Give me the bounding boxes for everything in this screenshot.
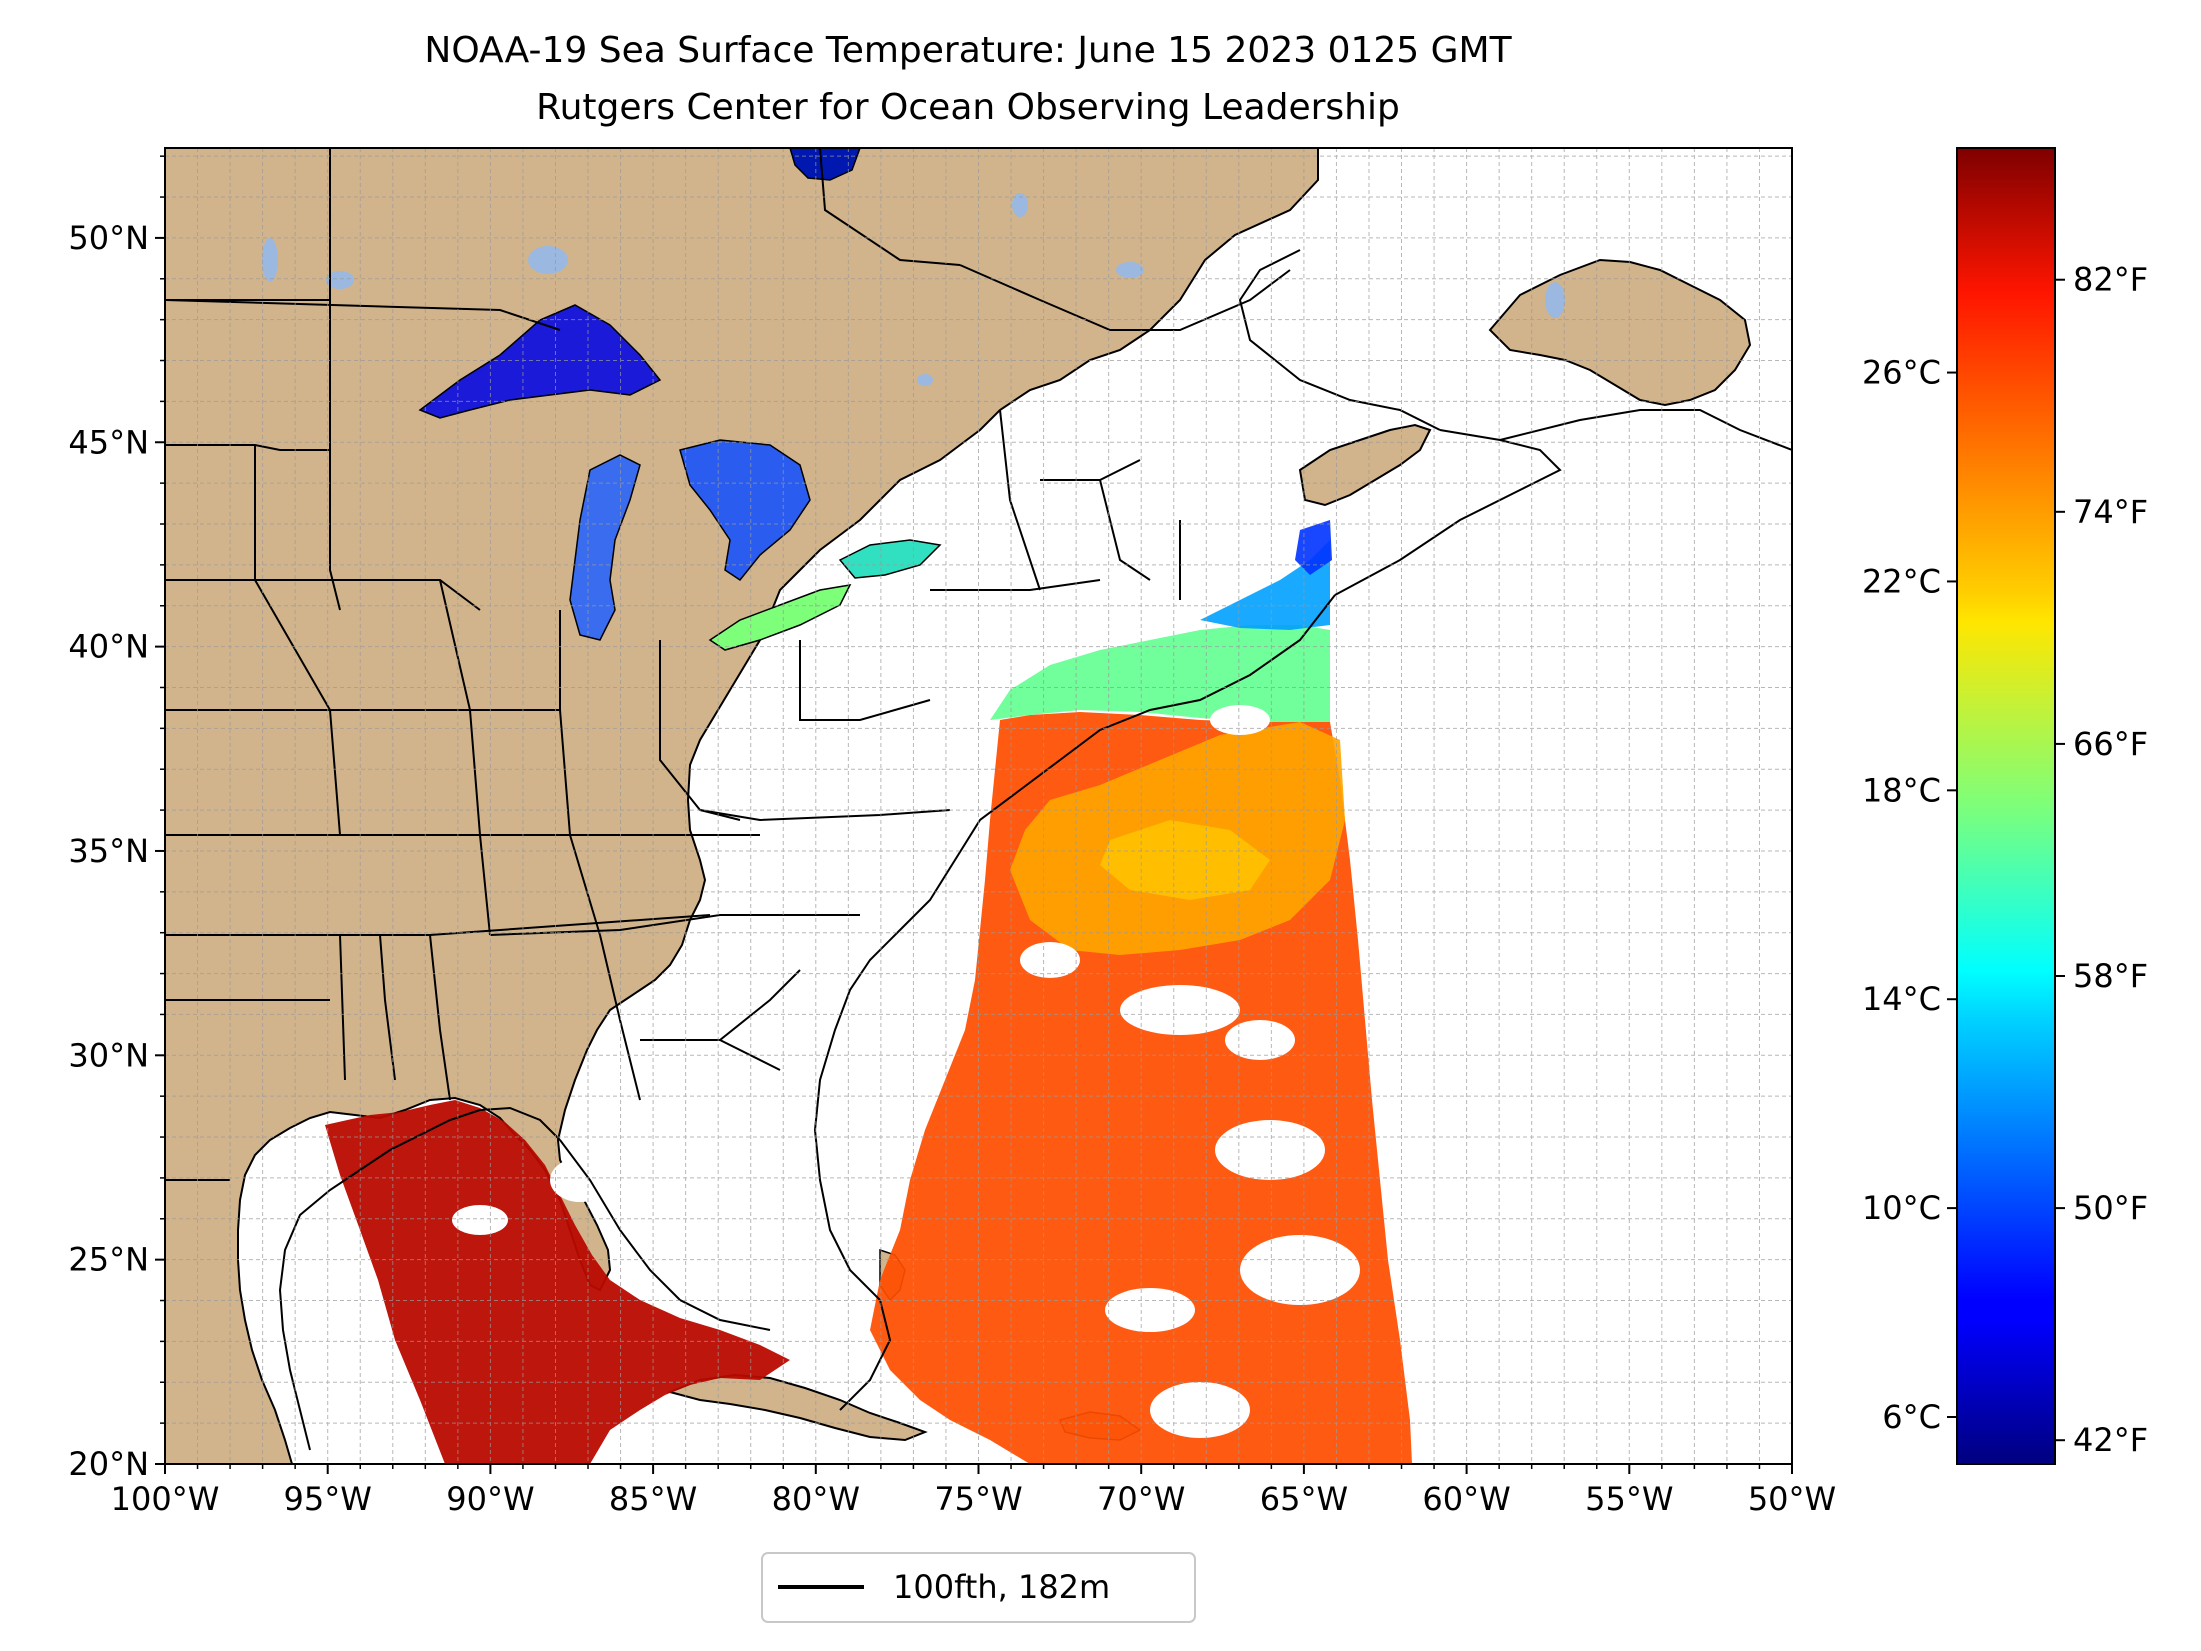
lake-superior: [418, 304, 662, 419]
y-tick-label: 35°N: [68, 832, 149, 870]
x-tick-label: 50°W: [1748, 1480, 1836, 1518]
lake-huron: [679, 439, 811, 582]
x-tick-label: 85°W: [609, 1480, 697, 1518]
state-boundaries: [165, 148, 1291, 1181]
sst-gulf-of-maine: [1200, 540, 1330, 630]
colorbar-celsius-ticks: 26°C 22°C 18°C 14°C 10°C 6°C: [1862, 354, 1957, 1436]
map-panel: [165, 148, 1792, 1464]
sst-coastal-cool: [990, 625, 1330, 722]
y-tick-label: 50°N: [68, 219, 149, 257]
y-axis-ticks: 20°N 25°N 30°N 35°N 40°N 45°N 50°N: [68, 155, 165, 1483]
x-tick-label: 80°W: [772, 1480, 860, 1518]
fahrenheit-tick-label: 82°F: [2073, 261, 2148, 299]
isobath-100fth: [278, 249, 1792, 1451]
sst-gulf-of-mexico: [325, 1100, 790, 1464]
hudson-bay-edge: [789, 148, 861, 181]
x-axis-ticks: 100°W 95°W 90°W 85°W 80°W 75°W 70°W 65°W 60°W 55°…: [111, 1464, 1836, 1518]
cloud-gaps: [452, 705, 1360, 1438]
land-north-america: [165, 148, 1319, 1464]
celsius-tick-label: 10°C: [1862, 1189, 1941, 1227]
celsius-tick-label: 18°C: [1862, 771, 1941, 809]
inland-lakes: [262, 193, 1565, 386]
land-nova-scotia: [1298, 423, 1432, 507]
sst-yellow-patch: [1100, 820, 1270, 900]
celsius-tick-label: 6°C: [1882, 1398, 1941, 1436]
colorbar-fahrenheit-ticks: 82°F 74°F 66°F 58°F 50°F 42°F: [2055, 261, 2148, 1459]
celsius-tick-label: 22°C: [1862, 562, 1941, 600]
fahrenheit-tick-label: 50°F: [2073, 1189, 2148, 1227]
y-tick-label: 25°N: [68, 1241, 149, 1279]
x-tick-label: 55°W: [1585, 1480, 1673, 1518]
great-lakes: [418, 304, 942, 651]
fahrenheit-tick-label: 74°F: [2073, 493, 2148, 531]
celsius-tick-label: 26°C: [1862, 354, 1941, 392]
x-tick-label: 65°W: [1260, 1480, 1348, 1518]
title-line-1: NOAA-19 Sea Surface Temperature: June 15…: [424, 30, 1512, 71]
y-tick-label: 45°N: [68, 423, 149, 461]
fahrenheit-tick-label: 42°F: [2073, 1421, 2148, 1459]
x-tick-label: 70°W: [1097, 1480, 1185, 1518]
y-tick-label: 30°N: [68, 1036, 149, 1074]
legend-box: [761, 1552, 1196, 1623]
legend-label: 100fth, 182m: [893, 1568, 1110, 1606]
lake-michigan: [569, 454, 641, 641]
x-tick-label: 100°W: [111, 1480, 220, 1518]
x-tick-label: 90°W: [446, 1480, 534, 1518]
x-tick-label: 75°W: [934, 1480, 1022, 1518]
celsius-tick-label: 14°C: [1862, 980, 1941, 1018]
fahrenheit-tick-label: 66°F: [2073, 725, 2148, 763]
lake-ontario: [838, 539, 942, 579]
graticule: [165, 148, 1792, 1464]
title-line-2: Rutgers Center for Ocean Observing Leade…: [536, 87, 1400, 128]
x-tick-label: 60°W: [1422, 1480, 1510, 1518]
lake-erie: [708, 584, 852, 651]
x-tick-label: 95°W: [284, 1480, 372, 1518]
y-tick-label: 20°N: [68, 1445, 149, 1483]
y-tick-label: 40°N: [68, 628, 149, 666]
legend: 100fth, 182m: [761, 1552, 1196, 1623]
colorbar: [1956, 147, 2056, 1465]
fahrenheit-tick-label: 58°F: [2073, 957, 2148, 995]
